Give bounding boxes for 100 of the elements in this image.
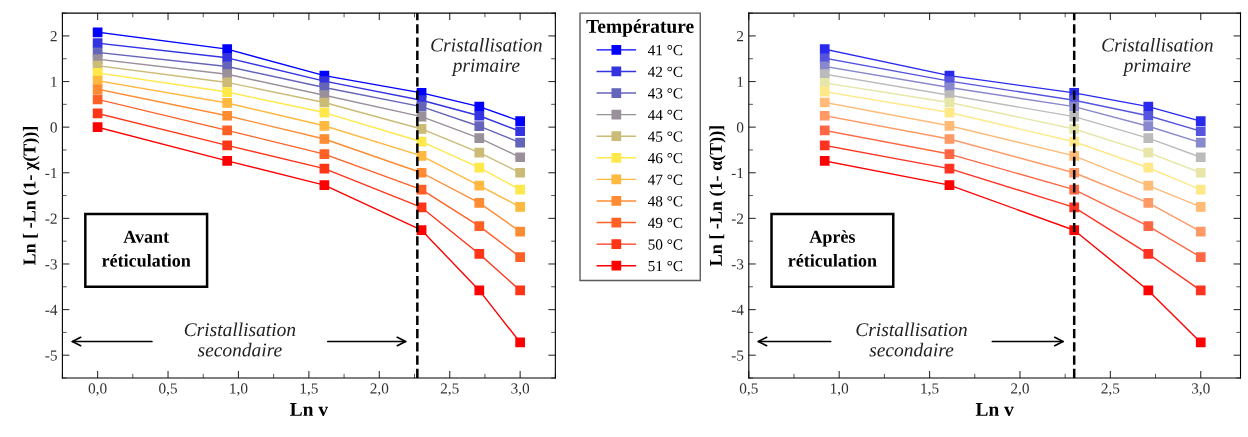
point (1195, 184, 1206, 195)
point (222, 52, 233, 63)
point (474, 110, 485, 121)
point (1195, 285, 1206, 296)
y-tick-label: -4 (45, 304, 58, 315)
point (1143, 180, 1154, 191)
point (474, 147, 485, 158)
y-tick-label: 2 (736, 31, 744, 42)
point (515, 337, 526, 348)
point (92, 94, 103, 105)
point (1143, 249, 1154, 259)
point (1143, 285, 1154, 296)
annotation: Cristallisation primaire (431, 37, 542, 76)
y-tick-label: -2 (731, 213, 744, 224)
point (1195, 167, 1206, 178)
point (1195, 337, 1206, 348)
point (819, 53, 830, 64)
legend-label: 43 °C (647, 88, 683, 99)
point (319, 149, 330, 159)
x-tick-label: 1,5 (921, 383, 939, 396)
y-tick-label: -5 (731, 350, 744, 361)
point (1195, 226, 1206, 237)
legend-label: 41 °C (647, 45, 683, 56)
point (515, 226, 526, 237)
point (515, 285, 526, 296)
point (1195, 137, 1206, 148)
legend-label: 44 °C (647, 109, 683, 121)
point (819, 78, 830, 88)
point (819, 110, 830, 121)
point (474, 133, 485, 143)
y-tick-label: -2 (45, 213, 57, 224)
point (1195, 202, 1206, 212)
point (1069, 124, 1080, 134)
legend-label: 49 °C (647, 217, 683, 229)
point (92, 27, 103, 38)
point (222, 125, 233, 136)
y-axis-title: Ln [ -Ln (1- χ(T))] (22, 127, 40, 266)
point (319, 163, 330, 174)
point (1069, 151, 1080, 161)
point (319, 120, 330, 131)
point (92, 84, 103, 95)
point (515, 116, 526, 127)
point (222, 98, 233, 108)
point (222, 110, 233, 121)
x-tick-label: 0,5 (739, 383, 758, 396)
y-tick-label: -3 (45, 259, 57, 270)
point (222, 44, 233, 55)
point (222, 77, 233, 88)
y-tick-label: -1 (45, 167, 57, 179)
point (319, 180, 330, 190)
point (944, 120, 955, 131)
y-tick-label: -5 (45, 350, 57, 361)
point (944, 149, 955, 159)
point (222, 87, 233, 97)
y-tick-label: 2 (50, 31, 57, 42)
point (944, 180, 955, 190)
point (92, 122, 103, 133)
point (944, 163, 955, 174)
point (222, 140, 233, 151)
point (474, 101, 485, 112)
point (515, 152, 526, 163)
annotation: Avant réticulation (102, 230, 191, 267)
point (222, 69, 233, 80)
y-axis-title: Ln [ -Ln (1- α(T))] (709, 126, 726, 266)
y-tick-label: -1 (731, 167, 744, 179)
x-tick-label: 3,0 (1191, 383, 1210, 396)
point (944, 134, 955, 144)
x-tick-label: 2,5 (440, 383, 459, 396)
annotation: Cristallisation secondaire (184, 322, 296, 357)
y-tick-label: 0 (736, 122, 744, 133)
point (819, 97, 830, 108)
point (474, 180, 485, 191)
point (819, 140, 830, 151)
x-tick-label: 1,0 (230, 383, 248, 396)
legend-label: 46 °C (647, 152, 683, 164)
point (474, 162, 485, 173)
x-tick-label: 2,5 (1101, 383, 1120, 396)
point (515, 252, 526, 262)
y-tick-label: 1 (737, 76, 744, 87)
x-tick-label: 0,0 (88, 383, 107, 396)
point (474, 285, 485, 296)
point (515, 126, 526, 137)
point (515, 167, 526, 178)
point (474, 197, 485, 208)
point (474, 221, 485, 231)
point (474, 249, 485, 259)
legend-label: 47 °C (647, 174, 683, 185)
point (1195, 126, 1206, 137)
point (1195, 116, 1206, 127)
point (515, 184, 526, 195)
point (515, 202, 526, 212)
point (1143, 101, 1154, 112)
point (1143, 221, 1154, 231)
x-tick-label: 1,5 (300, 383, 318, 396)
point (819, 156, 830, 166)
y-tick-label: -3 (731, 259, 744, 270)
legend-title: Température (586, 19, 694, 37)
legend-label: 50 °C (648, 239, 683, 250)
legend-label: 51 °C (648, 260, 683, 272)
y-tick-label: -4 (731, 304, 744, 315)
